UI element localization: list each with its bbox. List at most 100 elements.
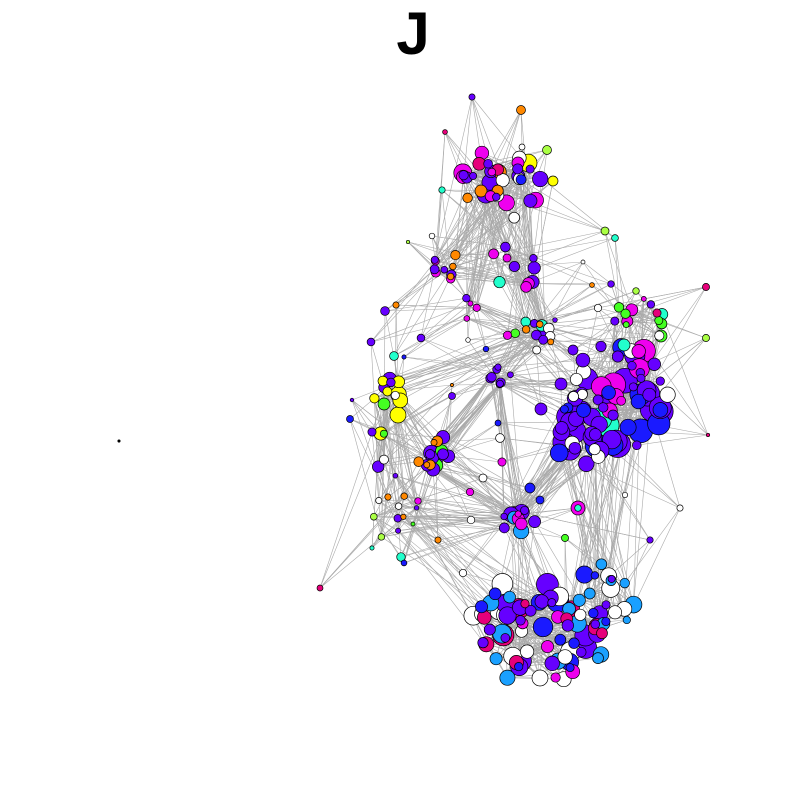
graph-node <box>525 164 535 174</box>
graph-edge <box>371 431 417 509</box>
graph-edge <box>462 516 505 574</box>
graph-node <box>458 170 469 181</box>
graph-node <box>547 175 559 187</box>
graph-node <box>616 395 627 406</box>
graph-edge <box>595 434 601 614</box>
graph-node <box>493 276 506 289</box>
graph-node <box>601 385 616 400</box>
graph-node <box>516 105 526 115</box>
graph-node <box>392 301 400 309</box>
graph-edge <box>395 475 405 497</box>
graph-node <box>520 599 530 609</box>
graph-node <box>468 93 476 101</box>
graph-node <box>472 303 481 312</box>
graph-node <box>536 320 544 328</box>
graph-node <box>474 184 488 198</box>
graph-edge <box>403 514 512 518</box>
graph-edge <box>513 517 553 664</box>
graph-edge <box>539 312 658 325</box>
graph-edge <box>448 369 497 457</box>
graph-edge <box>381 414 399 537</box>
graph-edge <box>380 395 453 434</box>
graph-edge <box>420 276 451 339</box>
graph-node <box>608 605 622 620</box>
graph-edge <box>623 304 652 346</box>
graph-edge <box>397 518 464 574</box>
graph-edge <box>435 131 446 261</box>
graph-edge <box>387 341 551 392</box>
graph-node <box>496 379 504 388</box>
graph-edge <box>380 433 444 438</box>
graph-edge <box>520 507 579 532</box>
graph-edge <box>319 394 399 589</box>
graph-node <box>529 254 538 263</box>
graph-edge <box>400 456 449 558</box>
graph-edge <box>397 530 559 662</box>
graph-edge <box>403 527 505 564</box>
graph-edge <box>591 284 632 311</box>
graph-edge <box>452 253 494 267</box>
graph-edge <box>519 178 616 239</box>
graph-node <box>589 428 602 441</box>
graph-edge <box>589 539 651 594</box>
graph-edge <box>500 382 522 524</box>
graph-node <box>568 637 580 649</box>
graph-node <box>659 386 676 403</box>
graph-node <box>552 317 558 323</box>
graph-node <box>600 226 610 236</box>
graph-node <box>499 669 516 686</box>
graph-edge <box>448 382 501 457</box>
graph-node <box>593 303 603 313</box>
graph-edge <box>572 320 628 351</box>
graph-node <box>619 577 630 589</box>
graph-node <box>646 536 654 544</box>
graph-node <box>500 241 511 253</box>
graph-edge <box>510 374 569 408</box>
graph-node <box>565 663 575 673</box>
graph-edge <box>434 146 523 270</box>
graph-node <box>395 527 402 534</box>
graph-edge <box>503 379 577 517</box>
graph-node <box>524 604 537 617</box>
graph-edge <box>595 494 626 625</box>
graph-edge <box>434 190 482 260</box>
graph-edge <box>497 383 501 424</box>
graph-edge <box>450 276 500 283</box>
graph-edge <box>393 260 436 357</box>
graph-edge <box>370 341 379 467</box>
graph-edge <box>499 237 616 283</box>
graph-node <box>512 163 524 175</box>
graph-edge <box>381 519 472 538</box>
graph-edge <box>397 518 439 541</box>
graph-node <box>503 590 516 604</box>
graph-edge <box>395 475 514 515</box>
graph-node <box>498 606 517 625</box>
graph-edge <box>397 518 559 602</box>
graph-edge <box>604 230 633 310</box>
graph-edge <box>514 261 584 267</box>
graph-node <box>463 315 471 322</box>
graph-node <box>632 440 642 451</box>
graph-edge <box>496 341 551 370</box>
graph-edge <box>382 321 526 382</box>
graph-edge <box>514 179 522 334</box>
graph-node <box>702 283 710 291</box>
graph-edge <box>514 230 606 267</box>
graph-node <box>588 607 599 619</box>
graph-edge <box>380 433 417 509</box>
graph-node <box>622 321 630 328</box>
graph-node <box>465 487 475 497</box>
graph-edge <box>450 257 534 280</box>
graph-node <box>595 340 607 352</box>
graph-node <box>425 449 436 460</box>
graph-edge <box>485 348 501 384</box>
graph-edge <box>383 384 453 460</box>
graph-edge <box>455 253 494 256</box>
graph-edge <box>403 356 499 368</box>
graph-edge <box>403 516 482 607</box>
graph-edge <box>434 96 473 260</box>
graph-node <box>478 473 488 483</box>
graph-node <box>462 294 471 303</box>
graph-edge <box>442 436 503 463</box>
